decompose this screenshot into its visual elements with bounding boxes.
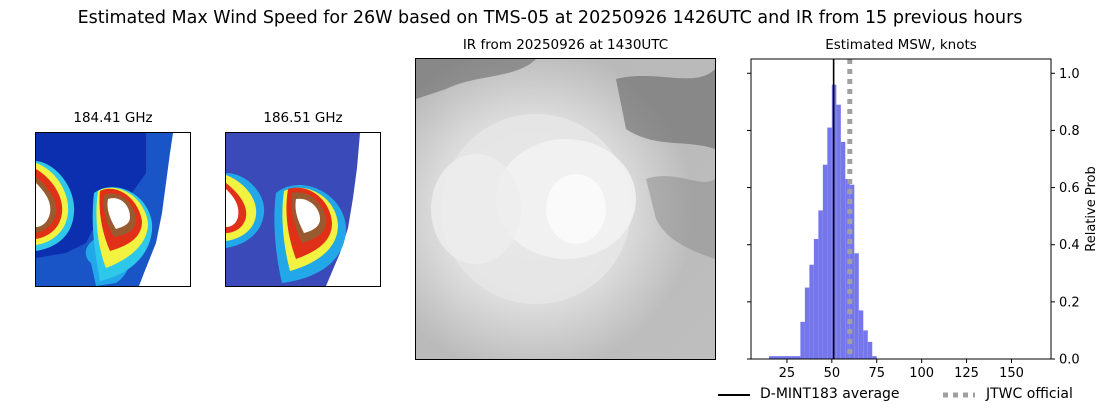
histogram-chart: 25 50 75 100 125 150 0.0 0.2 0.4 0.6 0.8 1.0 Relativ…: [747, 58, 1099, 381]
histogram-bar: [804, 287, 810, 359]
histogram-bar: [867, 341, 873, 359]
histogram-bar: [836, 104, 841, 359]
mw-184-image: [35, 132, 191, 287]
x-tick-label: 125: [954, 366, 979, 381]
x-tick-label: 50: [824, 366, 841, 381]
y-tick-label: 0.0: [1059, 353, 1080, 368]
histogram-bar: [777, 356, 783, 359]
legend-jtwc: JTWC official: [986, 386, 1073, 402]
histogram-bar: [768, 356, 774, 359]
y-tick-label: 0.8: [1059, 124, 1080, 139]
y-tick-label: 0.6: [1059, 181, 1080, 196]
histogram-bar: [863, 330, 868, 359]
histogram-bar: [822, 164, 828, 359]
histogram-bar: [840, 141, 846, 359]
y-tick-label: 0.4: [1059, 238, 1080, 253]
mw-186-title: 186.51 GHz: [263, 110, 343, 126]
histogram-bar: [858, 310, 864, 359]
x-tick-label: 75: [868, 366, 885, 381]
histogram-bar: [773, 356, 778, 359]
x-tick-label: 100: [909, 366, 934, 381]
histogram-bar: [809, 264, 814, 359]
mw-184-title: 184.41 GHz: [73, 110, 153, 126]
y-tick-label: 1.0: [1059, 67, 1080, 82]
histogram-bar: [813, 239, 819, 359]
histogram-bar: [854, 253, 859, 359]
histogram-bar: [827, 127, 832, 359]
histogram-bar: [872, 356, 877, 359]
legend-d-mint: D-MINT183 average: [760, 386, 900, 402]
histogram-bar: [791, 356, 796, 359]
figure-title: Estimated Max Wind Speed for 26W based o…: [77, 8, 1023, 28]
histogram-bar: [800, 321, 805, 359]
histogram-bar: [818, 210, 823, 359]
y-tick-label: 0.2: [1059, 295, 1080, 310]
hist-title: Estimated MSW, knots: [825, 37, 977, 53]
histogram-bar: [786, 356, 792, 359]
legend-line-dotted: [943, 392, 975, 398]
histogram-bar: [795, 356, 801, 359]
x-tick-label: 150: [999, 366, 1024, 381]
y-axis-label: Relative Prob: [1084, 166, 1099, 251]
x-tick-label: 25: [779, 366, 796, 381]
legend-line-black: [718, 394, 750, 396]
histogram-bar: [782, 356, 787, 359]
mw-186-image: [225, 132, 381, 287]
ir-image: [415, 58, 716, 360]
histogram-frame: [750, 58, 1052, 360]
ir-title: IR from 20250926 at 1430UTC: [462, 37, 669, 53]
